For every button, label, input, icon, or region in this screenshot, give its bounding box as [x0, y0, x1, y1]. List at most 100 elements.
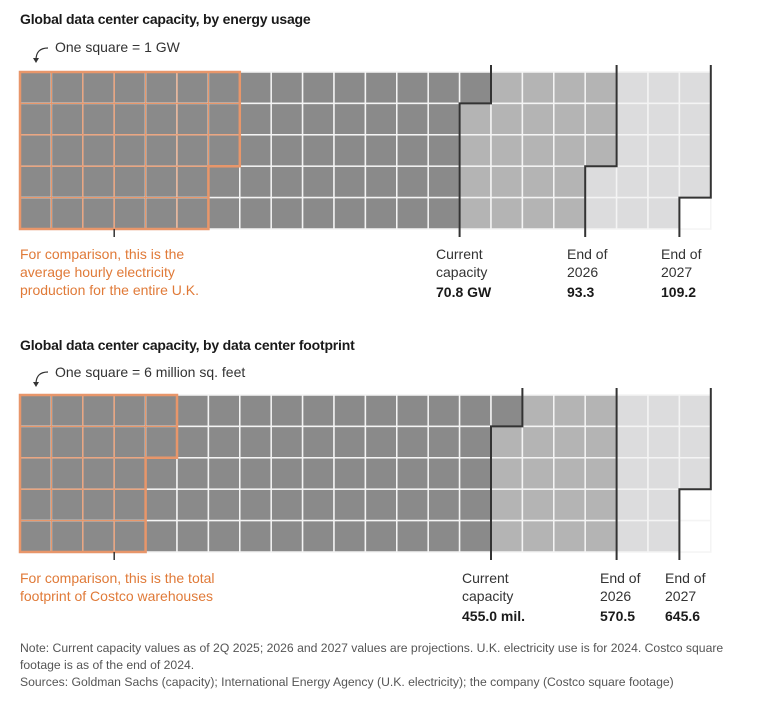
square-current — [50, 488, 84, 522]
square-2026 — [521, 394, 555, 428]
square-current — [458, 488, 492, 522]
square-current — [82, 519, 115, 553]
square-current — [50, 394, 84, 428]
square-current — [396, 457, 429, 490]
square-current — [207, 457, 241, 490]
square-current — [176, 488, 210, 522]
square-current — [396, 519, 429, 553]
square-current — [50, 425, 84, 459]
square-current — [333, 165, 367, 199]
square-2027 — [615, 196, 649, 230]
square-current — [396, 102, 429, 136]
square-current — [82, 488, 115, 522]
square-empty — [678, 519, 712, 553]
square-2026 — [553, 457, 586, 490]
chart-2-unit-note: One square = 6 million sq. feet — [55, 364, 246, 380]
square-current — [176, 134, 210, 167]
square-2026 — [458, 134, 492, 167]
label-line2: capacity — [436, 264, 488, 280]
square-current — [427, 394, 461, 428]
square-current — [239, 457, 272, 490]
square-2026 — [584, 457, 618, 490]
square-2026 — [521, 488, 555, 522]
label-line1: Current — [462, 570, 509, 586]
square-2026 — [521, 519, 555, 553]
square-current — [113, 425, 147, 459]
square-2026 — [553, 519, 586, 553]
curved-arrow-icon — [33, 47, 49, 63]
chart-1-comparison-text: For comparison, this is the average hour… — [20, 246, 199, 298]
chart-1-title: Global data center capacity, by energy u… — [20, 11, 311, 27]
square-2026 — [584, 488, 618, 522]
square-current — [207, 394, 241, 428]
square-current — [207, 519, 241, 553]
chart-2-label-current: Current capacity 455.0 mil. — [462, 569, 525, 625]
square-current — [301, 457, 335, 490]
value: 70.8 GW — [436, 284, 492, 300]
square-2026 — [458, 102, 492, 136]
comparison-outline — [18, 70, 242, 231]
square-current — [144, 519, 178, 553]
value: 455.0 mil. — [462, 608, 526, 624]
square-current — [82, 425, 115, 459]
square-current — [490, 394, 524, 428]
square-current — [207, 488, 241, 522]
square-2026 — [584, 425, 618, 459]
square-current — [333, 394, 367, 428]
square-current — [207, 425, 241, 459]
square-2026 — [490, 488, 524, 522]
square-current — [427, 196, 461, 230]
footnote-note: Note: Current capacity values as of 2Q 2… — [20, 641, 724, 672]
square-current — [396, 71, 429, 105]
square-current — [396, 394, 429, 428]
square-current — [427, 134, 461, 167]
square-current — [427, 488, 461, 522]
chart-1-label-2026: End of 2026 93.3 — [567, 245, 607, 301]
chart-2-comparison-text: For comparison, this is the total footpr… — [20, 570, 215, 604]
square-2026 — [521, 196, 555, 230]
square-current — [113, 519, 147, 553]
square-current — [458, 394, 492, 428]
square-current — [239, 394, 272, 428]
square-2026 — [490, 425, 524, 459]
chart-1-label-2027: End of 2027 109.2 — [661, 245, 701, 301]
square-current — [458, 457, 492, 490]
square-current — [19, 457, 53, 490]
label-line2: 2026 — [567, 264, 599, 280]
label-line2: 2027 — [665, 588, 697, 604]
label-line2: 2027 — [661, 264, 693, 280]
square-current — [50, 519, 84, 553]
square-2027 — [678, 102, 712, 136]
milestone-line-current — [458, 65, 492, 237]
square-current — [301, 394, 335, 428]
label-line1: Current — [436, 246, 483, 262]
chart-1-label-current: Current capacity 70.8 GW — [436, 245, 491, 301]
value: 109.2 — [661, 284, 697, 300]
square-current — [50, 457, 84, 490]
chart-2-waffle — [18, 388, 712, 560]
square-2026 — [521, 425, 555, 459]
square-current — [427, 425, 461, 459]
square-current — [176, 457, 210, 490]
value: 570.5 — [600, 608, 636, 624]
square-current — [270, 394, 304, 428]
square-current — [19, 488, 53, 522]
chart-2-label-2026: End of 2026 570.5 — [600, 569, 640, 625]
label-line1: End of — [567, 246, 608, 262]
footnote: Note: Current capacity values as of 2Q 2… — [20, 640, 740, 691]
square-current — [333, 71, 367, 105]
comparison-outline — [18, 393, 179, 554]
square-2026 — [584, 519, 618, 553]
waffle-squares — [19, 71, 712, 230]
square-current — [396, 425, 429, 459]
square-current — [113, 488, 147, 522]
square-current — [364, 425, 398, 459]
square-current — [364, 519, 398, 553]
square-2027 — [615, 488, 649, 522]
square-current — [239, 488, 272, 522]
square-current — [333, 457, 367, 490]
square-current — [113, 394, 147, 428]
square-current — [176, 394, 210, 428]
footnote-sources: Sources: Goldman Sachs (capacity); Inter… — [20, 675, 674, 689]
square-current — [301, 196, 335, 230]
